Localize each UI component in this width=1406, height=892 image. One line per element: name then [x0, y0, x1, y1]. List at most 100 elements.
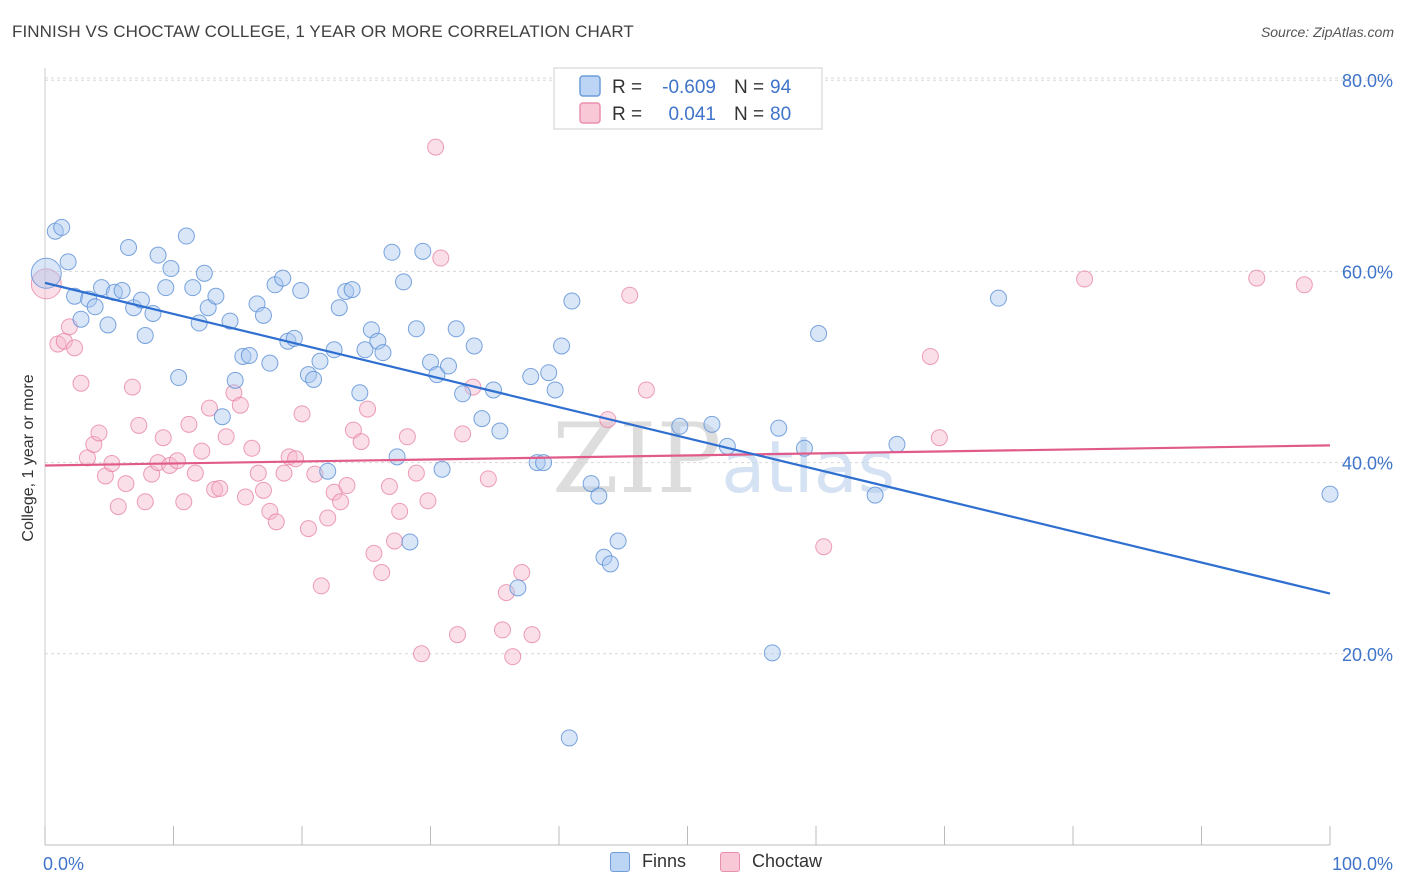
finns-point: [53, 218, 71, 236]
trend-lines: [44, 281, 1331, 595]
grid-lines: [45, 77, 1392, 655]
finns-point: [401, 533, 419, 551]
finns-point: [989, 289, 1007, 307]
finns-point: [473, 410, 491, 428]
finns-point: [383, 243, 401, 261]
finns-point: [113, 282, 131, 300]
finns-point: [563, 292, 581, 310]
legend-item-choctaw: Choctaw: [720, 851, 822, 872]
legend-n-label: N =: [734, 104, 764, 125]
finns-point: [30, 257, 62, 289]
finns-point: [351, 384, 369, 402]
choctaw-point: [373, 564, 391, 582]
choctaw-point: [267, 513, 285, 531]
choctaw-point: [454, 425, 472, 443]
choctaw-point: [168, 452, 186, 470]
finns-point: [522, 368, 540, 386]
finns-point: [540, 364, 558, 382]
finns-point: [703, 415, 721, 433]
choctaw-point: [352, 433, 370, 451]
finns-point: [407, 320, 425, 338]
choctaw-point: [427, 138, 445, 156]
finns-point: [72, 310, 90, 328]
finns-swatch: [610, 851, 630, 872]
finns-point: [1321, 485, 1339, 503]
finns-point: [184, 279, 202, 297]
finns-point: [595, 548, 613, 566]
choctaw-point: [231, 396, 249, 414]
x-tick-label-max: 100.0%: [1332, 854, 1393, 874]
finns-point: [374, 344, 392, 362]
choctaw-point: [123, 378, 141, 396]
legend-n-label: N =: [734, 77, 764, 98]
choctaw-point: [211, 479, 229, 497]
choctaw-point: [479, 470, 497, 488]
choctaw-point: [299, 520, 317, 538]
finns-point: [590, 487, 608, 505]
choctaw-point: [254, 481, 272, 499]
finns-point: [671, 417, 689, 435]
finns-point: [343, 281, 361, 299]
choctaw-point: [200, 399, 218, 417]
finns-point: [157, 279, 175, 297]
finns-point: [447, 320, 465, 338]
finns-point: [261, 354, 279, 372]
finns-point: [99, 316, 117, 334]
finns-point: [491, 422, 509, 440]
choctaw-point: [249, 464, 267, 482]
y-tick-label: 40.0%: [1342, 454, 1393, 474]
choctaw-point: [419, 492, 437, 510]
finns-point: [162, 260, 180, 278]
finns-point: [325, 341, 343, 359]
choctaw-point: [398, 428, 416, 446]
finns-point: [560, 729, 578, 747]
finns-point: [414, 242, 432, 260]
finns-point: [395, 273, 413, 291]
finns-point: [795, 439, 813, 457]
choctaw-point: [930, 429, 948, 447]
choctaw-swatch: [720, 851, 740, 872]
finns-point: [254, 306, 272, 324]
x-tick-labels: 0.0% 100.0%: [43, 854, 1393, 874]
choctaw-point: [217, 428, 235, 446]
y-tick-label: 80.0%: [1342, 71, 1393, 91]
choctaw-point: [338, 477, 356, 495]
choctaw-point: [621, 286, 639, 304]
finns-point: [601, 555, 619, 573]
finns-trend-line: [44, 281, 1331, 595]
choctaw-point: [407, 464, 425, 482]
finns-point: [388, 448, 406, 466]
finns-point: [888, 435, 906, 453]
choctaw-point: [306, 465, 324, 483]
legend-item-finns: Finns: [610, 851, 686, 872]
finns-point: [274, 269, 292, 287]
choctaw-point: [448, 626, 466, 644]
finns-legend-swatch: [579, 75, 601, 97]
choctaw-point: [293, 405, 311, 423]
choctaw-point: [815, 538, 833, 556]
choctaw-point: [117, 475, 135, 493]
choctaw-point: [1076, 270, 1094, 288]
choctaw-legend-swatch: [579, 102, 601, 124]
source-credit: Source: ZipAtlas.com: [1260, 24, 1394, 40]
finns-point: [59, 253, 77, 271]
finns-point: [292, 282, 310, 300]
legend-r-value: 0.041: [668, 104, 716, 125]
finns-point: [177, 227, 195, 245]
choctaw-point: [136, 493, 154, 511]
finns-point: [770, 419, 788, 437]
finns-point: [66, 287, 84, 305]
choctaw-point: [236, 488, 254, 506]
finns-point: [311, 352, 329, 370]
choctaw-point: [493, 621, 511, 639]
legend-n-value: 80: [770, 104, 791, 125]
choctaw-point: [319, 509, 337, 527]
finns-point: [609, 532, 627, 550]
finns-point: [190, 314, 208, 332]
legend-label-finns: Finns: [642, 851, 687, 871]
finns-point: [465, 337, 483, 355]
finns-point: [546, 381, 564, 399]
finns-point: [509, 579, 527, 597]
correlation-legend: R = -0.609 N = 94 R = 0.041 N = 80: [553, 67, 823, 130]
